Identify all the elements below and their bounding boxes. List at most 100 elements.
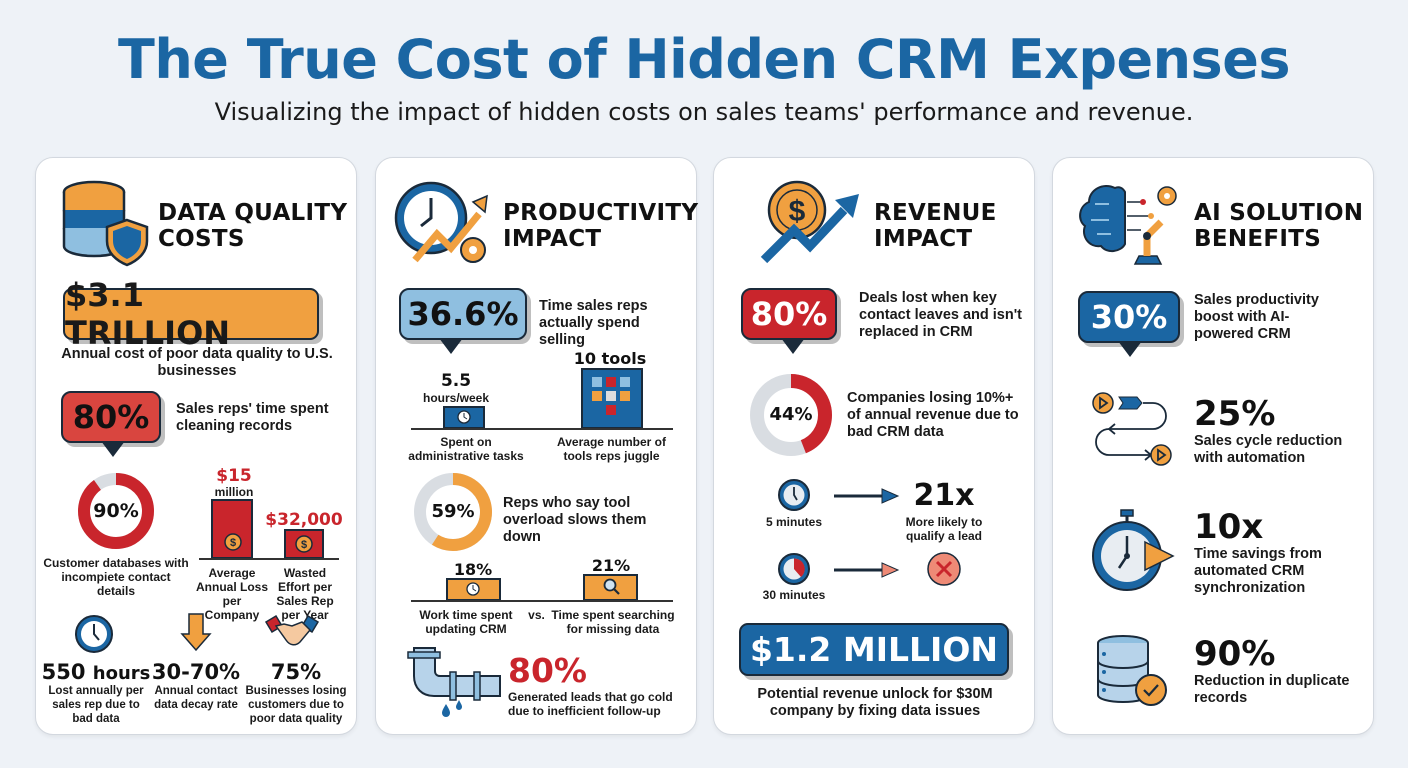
bubble-caption: Sales productivity boost with AI-powered… [1194,292,1319,342]
compare-caption: Time spent searching for missing data [551,608,675,636]
coin-rising-arrow-icon: $ [760,180,859,264]
handshake-icon [264,614,320,646]
heading-line: COSTS [158,226,245,252]
card-heading: PRODUCTIVITY IMPACT [503,200,698,252]
card-heading: REVENUE IMPACT [874,200,997,252]
heading-line: DATA QUALITY [158,200,348,226]
donut-arc [750,374,832,456]
stat-bubble: 36.6% [399,288,527,354]
clock-icon [778,479,810,511]
bar-baseline [199,558,339,560]
bubble-value: 80% [72,398,150,436]
card-ai-solution: AI SOLUTION BENEFITS 30% Sales productivi… [1052,157,1374,735]
stat-value: 25% [1194,394,1276,434]
fast-value: 21x [913,478,975,513]
workflow-icon [1092,392,1172,466]
card-heading: AI SOLUTION BENEFITS [1194,200,1363,252]
dollar-coin-icon: $ [224,533,242,551]
card-revenue: $ REVENUE IMPACT 80% Deals lost when key … [713,157,1035,735]
stat-bubble: 80% [741,288,837,354]
bubble-value: 30% [1090,298,1168,336]
x-circle-icon [927,552,961,586]
heading-line: IMPACT [503,226,602,252]
donut-caption: Reps who say tool overload slows them do… [503,495,647,545]
tools-value: 10 tools [573,349,647,368]
donut-arc [414,473,492,551]
clock-icon [75,615,113,653]
bubble-caption: Sales reps' time spent cleaning records [176,401,329,434]
stat-value: 550 hours [41,660,151,684]
stat-caption: Lost annually per sales rep due to bad d… [48,685,144,725]
donut-chart-59 [414,473,492,551]
donut-arc [78,473,154,549]
stat-caption: Sales cycle reduction with automation [1194,433,1343,466]
donut-chart-44 [750,374,832,456]
card-productivity: PRODUCTIVITY IMPACT 36.6% Time sales reps… [375,157,698,735]
headline-caption: Potential revenue unlock for $30M compan… [757,686,993,719]
bar-caption: Average Annual Loss per Company [196,566,269,622]
heading-line: AI SOLUTION [1194,200,1364,226]
svg-text:$: $ [789,195,806,228]
stat-value: 90% [1194,634,1276,674]
stat-value: 75% [270,660,322,684]
bar-annual-loss [211,499,253,559]
fast-time: 5 minutes [765,515,822,529]
heading-line: BENEFITS [1194,226,1322,252]
headline-caption: Annual cost of poor data quality to U.S.… [61,346,333,379]
admin-unit: hours/week [422,391,490,405]
tools-caption: Average number of tools reps juggle [557,435,666,463]
donut-chart-90 [78,473,154,549]
stat-unit: hours [92,663,151,684]
page-title: The True Cost of Hidden CRM Expenses [118,28,1290,91]
fast-caption: More likely to qualify a lead [905,515,983,543]
stopwatch-icon [1092,509,1175,591]
card-data-quality: DATA QUALITY COSTS $3.1 TRILLION Annual c… [35,157,357,735]
compare-vs: vs. [528,608,545,622]
magnifier-icon [603,578,620,595]
page-subtitle: Visualizing the impact of hidden costs o… [214,98,1194,126]
card-heading: DATA QUALITY COSTS [158,200,347,252]
database-shield-icon [62,180,149,267]
heading-line: IMPACT [874,226,973,252]
bar-value: $32,000 [265,510,343,530]
svg-text:$: $ [230,537,236,549]
stat-bubble: 80% [61,391,161,457]
brain-robot-arm-icon [1079,184,1177,265]
admin-value: 5.5 [440,371,472,391]
stat-value: 30-70% [151,660,241,684]
stat-bubble: 30% [1078,291,1180,357]
bar-baseline [411,600,673,602]
arrow-right-icon [834,562,900,578]
compare-value: 18% [453,560,493,579]
app-grid-icon [592,377,630,415]
stat-caption: Annual contact data decay rate [154,685,238,711]
arrow-down-icon [180,613,212,652]
heading-line: REVENUE [874,200,997,226]
clock-partial-icon [778,553,810,585]
donut-value: 44% [769,404,813,425]
arrow-right-icon [834,488,900,504]
dollar-coin-icon: $ [295,535,313,553]
stat-caption: Reduction in duplicate records [1194,673,1350,706]
bar-caption: Wasted Effort per Sales Rep per Year [276,566,334,622]
donut-value: 90% [93,500,139,522]
svg-text:$: $ [301,539,307,551]
stat-number: 550 [41,660,86,684]
leaking-pipe-icon [407,647,501,717]
slow-time: 30 minutes [762,588,826,602]
donut-caption: Companies losing 10%+ of annual revenue … [847,390,1019,440]
clock-icon [457,410,471,424]
donut-caption: Customer databases with incompiete conta… [43,556,189,598]
headline-badge: $1.2 MILLION [739,623,1009,676]
donut-value: 59% [431,501,475,522]
leak-value: 80% [508,651,587,690]
clock-arrow-gear-icon [394,181,488,263]
clock-icon [466,582,480,596]
bar-baseline [411,428,673,430]
heading-line: PRODUCTIVITY [503,200,699,226]
stat-caption: Businesses losing customers due to poor … [245,685,347,725]
bar-unit: million [214,485,254,499]
headline-badge: $3.1 TRILLION [63,276,319,352]
bubble-value: 36.6% [407,295,519,333]
bar-value: $15 [216,466,252,486]
